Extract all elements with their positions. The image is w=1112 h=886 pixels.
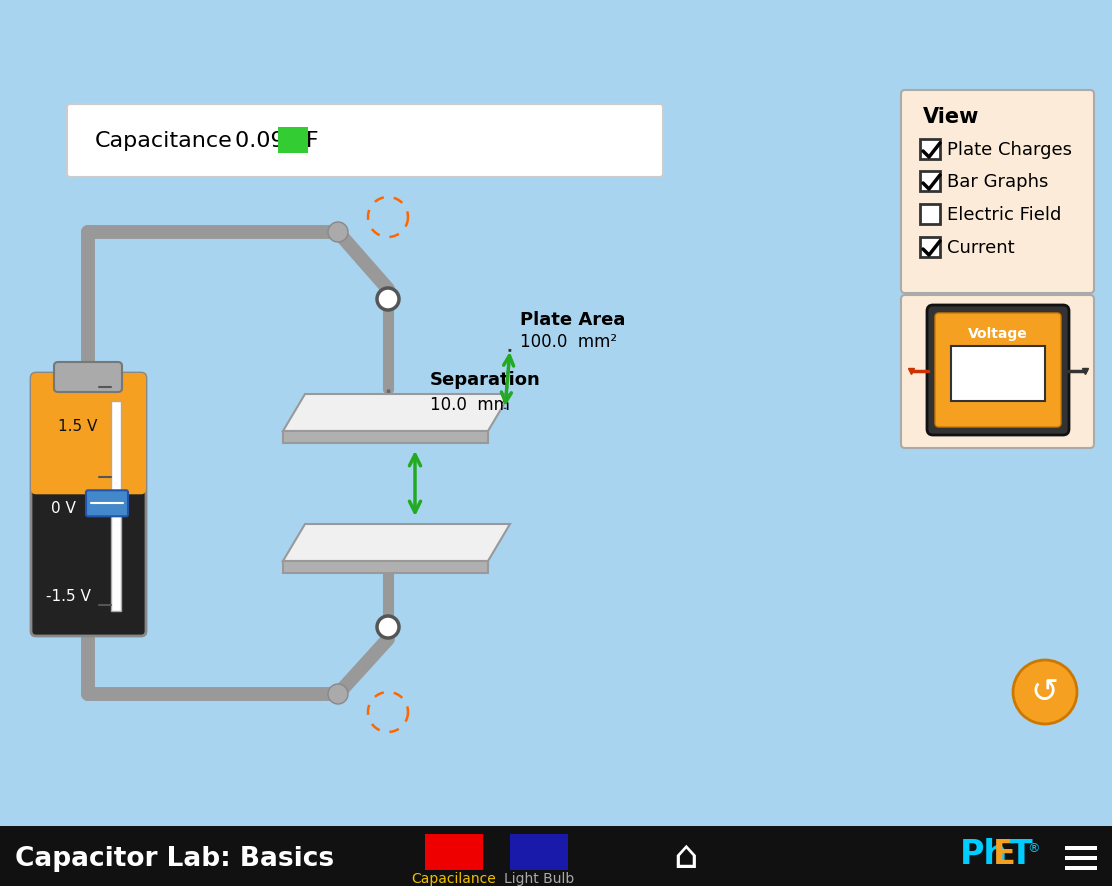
FancyBboxPatch shape <box>31 374 146 494</box>
Text: 1.5 V: 1.5 V <box>58 419 98 434</box>
Text: Ph: Ph <box>960 837 1009 871</box>
Text: Capacitance: Capacitance <box>95 131 232 151</box>
Polygon shape <box>282 394 510 431</box>
Text: Electric Field: Electric Field <box>947 206 1061 224</box>
Bar <box>425 834 483 870</box>
Text: Capacilance: Capacilance <box>411 871 496 885</box>
Bar <box>282 562 488 573</box>
Bar <box>1065 846 1098 850</box>
Bar <box>0 826 1112 886</box>
FancyBboxPatch shape <box>67 105 663 178</box>
Circle shape <box>1013 660 1078 724</box>
Text: -1.5 V: -1.5 V <box>46 589 91 604</box>
Bar <box>920 172 940 191</box>
FancyBboxPatch shape <box>935 314 1061 428</box>
FancyBboxPatch shape <box>901 91 1094 293</box>
Circle shape <box>377 617 399 638</box>
FancyBboxPatch shape <box>86 491 128 517</box>
Text: View: View <box>923 107 980 127</box>
Text: Current: Current <box>947 238 1014 257</box>
Bar <box>920 237 940 258</box>
Text: ⌂: ⌂ <box>674 837 698 875</box>
Text: Light Bulb: Light Bulb <box>504 871 574 885</box>
Bar <box>510 834 568 870</box>
Text: 0 V: 0 V <box>51 501 76 516</box>
Bar <box>278 128 308 154</box>
Text: T: T <box>1010 837 1033 871</box>
Text: 0.09 pF: 0.09 pF <box>235 131 319 151</box>
Text: 100.0  mm²: 100.0 mm² <box>520 332 617 351</box>
Bar <box>951 346 1045 401</box>
Text: Separation: Separation <box>430 370 540 389</box>
Circle shape <box>328 684 348 704</box>
Text: Plate Area: Plate Area <box>520 311 625 329</box>
Polygon shape <box>282 525 510 562</box>
Text: Capacitor Lab: Basics: Capacitor Lab: Basics <box>14 845 334 871</box>
Text: ↺: ↺ <box>1031 676 1059 709</box>
FancyBboxPatch shape <box>927 306 1069 436</box>
Bar <box>111 401 121 611</box>
Text: Plate Charges: Plate Charges <box>947 141 1072 159</box>
Bar <box>920 205 940 225</box>
Bar <box>36 485 141 494</box>
Text: E: E <box>993 837 1016 871</box>
FancyBboxPatch shape <box>901 296 1094 448</box>
Bar <box>1065 856 1098 860</box>
Text: ®: ® <box>1027 842 1040 854</box>
Text: Voltage: Voltage <box>969 327 1027 340</box>
Bar <box>1065 866 1098 870</box>
FancyBboxPatch shape <box>54 362 122 392</box>
Circle shape <box>377 289 399 311</box>
Circle shape <box>328 222 348 243</box>
Text: Bar Graphs: Bar Graphs <box>947 173 1049 190</box>
Bar <box>282 431 488 444</box>
Text: 10.0  mm: 10.0 mm <box>430 395 510 414</box>
FancyBboxPatch shape <box>31 374 146 636</box>
Bar <box>920 140 940 159</box>
